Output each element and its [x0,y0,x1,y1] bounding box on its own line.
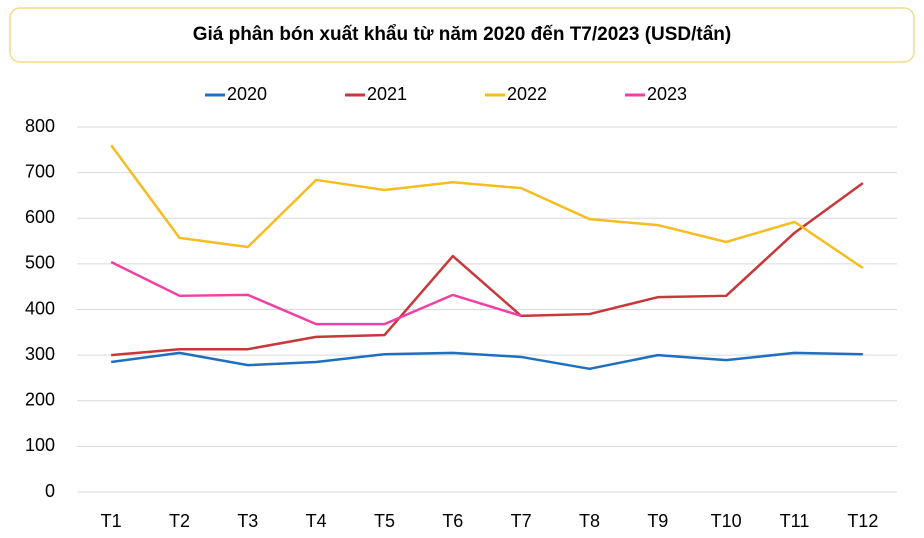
series-line [111,351,863,371]
x-tick-label: T9 [647,511,668,531]
x-tick-label: T6 [442,511,463,531]
chart-title: Giá phân bón xuất khẩu từ năm 2020 đến T… [193,24,732,45]
series-line [111,182,864,357]
x-tick-label: T3 [237,511,258,531]
x-tick-label: T12 [847,511,878,531]
x-tick-label: T5 [374,511,395,531]
y-tick-label: 800 [25,116,55,136]
legend-label: 2022 [507,84,547,104]
x-tick-label: T4 [306,511,327,531]
y-tick-label: 700 [25,161,55,181]
x-tick-label: T10 [711,511,742,531]
y-tick-label: 300 [25,344,55,364]
series-line [110,144,864,270]
y-tick-label: 0 [45,481,55,501]
legend-label: 2023 [647,84,687,104]
x-tick-label: T1 [101,511,122,531]
x-tick-label: T8 [579,511,600,531]
legend-label: 2021 [367,84,407,104]
legend-label: 2020 [227,84,267,104]
y-tick-label: 500 [25,253,55,273]
y-tick-label: 600 [25,207,55,227]
x-tick-label: T2 [169,511,190,531]
y-tick-label: 200 [25,390,55,410]
x-tick-label: T11 [780,511,810,531]
y-tick-label: 400 [25,298,55,318]
series-line [110,260,522,326]
y-tick-label: 100 [25,435,55,455]
title-box [9,7,915,63]
x-tick-label: T7 [511,511,532,531]
